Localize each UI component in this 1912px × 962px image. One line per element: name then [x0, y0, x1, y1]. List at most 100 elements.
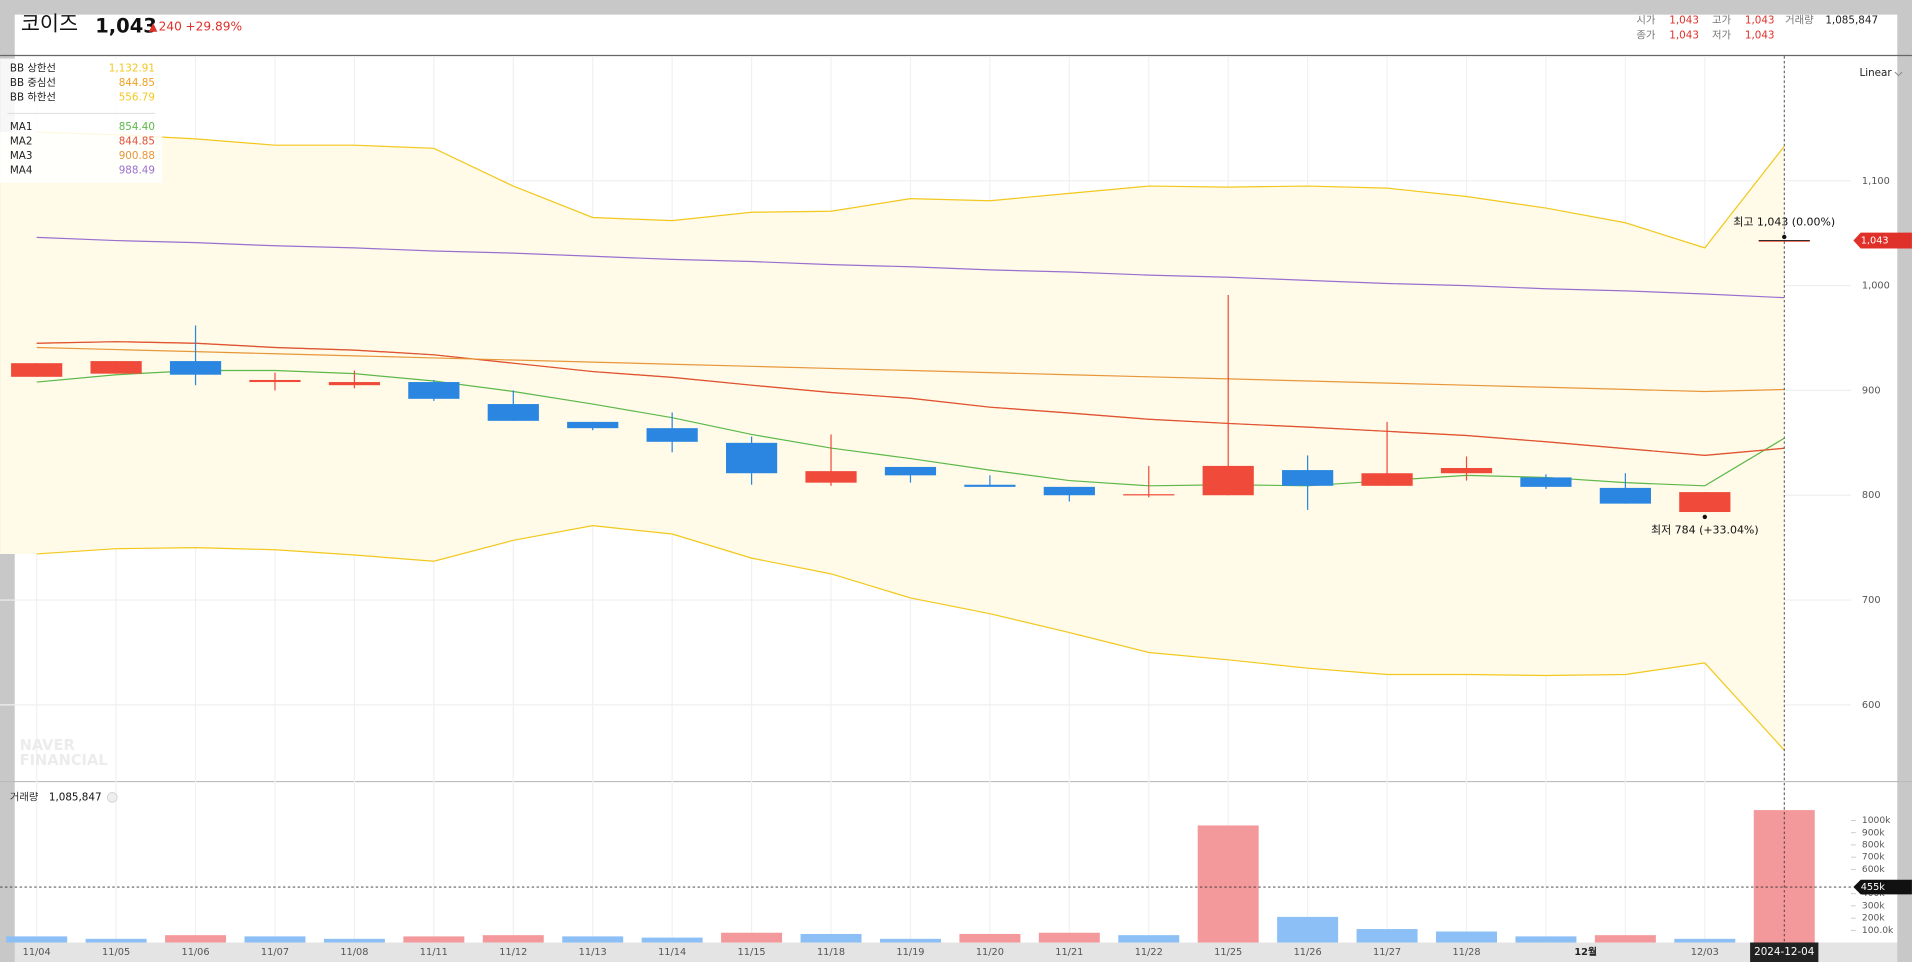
- volume-bar: [244, 936, 306, 943]
- volume-bar: [800, 933, 862, 943]
- volume-bar: [1594, 935, 1656, 943]
- candle-body: [1679, 492, 1731, 513]
- legend-label: BB 상한선: [10, 62, 56, 74]
- candle-body: [328, 382, 381, 386]
- candle-body: [805, 471, 857, 483]
- cursor-date-label: 2024-12-04: [1754, 946, 1815, 958]
- stat-value: 1,085,847: [1825, 15, 1878, 27]
- price-change-pct: +29.89%: [185, 19, 242, 33]
- up-arrow: [148, 23, 158, 32]
- x-tick-label: 12월: [1574, 946, 1597, 958]
- candle-body: [646, 428, 698, 442]
- y-tick-label: 700: [1862, 595, 1881, 606]
- x-tick-label: 11/08: [340, 947, 368, 958]
- candle-body: [1202, 465, 1254, 496]
- legend-label: MA1: [10, 121, 33, 133]
- legend-label: BB 중심선: [10, 77, 56, 89]
- legend-label: BB 하한선: [10, 91, 56, 104]
- crosshair-value-tag: [1853, 879, 1912, 895]
- y-tick-label: 600: [1862, 700, 1881, 711]
- x-tick-label: 11/15: [738, 947, 766, 958]
- candle-body: [90, 361, 142, 374]
- header-stats: 시가 1,043 고가 1,043 거래량 1,085,847 종가 1,043 저가 1,043: [1636, 15, 1878, 42]
- overlay: 6007008009001,0001,100100.0k200k300k400k…: [0, 56, 1912, 962]
- low-marker: [1702, 514, 1708, 520]
- volume-bar: [403, 936, 465, 943]
- volume-bar: [1515, 936, 1577, 943]
- candle-body: [487, 404, 539, 421]
- volume-bar: [165, 935, 227, 943]
- candle-body: [408, 382, 460, 399]
- indicator-line: [36, 525, 1785, 751]
- volume-tick-label: 600k: [1862, 865, 1885, 875]
- volume-total: 1,085,847: [49, 791, 102, 803]
- candle-body: [1123, 494, 1175, 496]
- stat-value: 1,043: [1669, 15, 1699, 27]
- y-tick-label: 900: [1862, 385, 1881, 396]
- volume-title: 거래량: [10, 791, 39, 803]
- legend-label: MA3: [10, 150, 33, 162]
- stat-value: 1,043: [1745, 29, 1775, 41]
- candle-body: [725, 442, 778, 474]
- volume-bar: [1118, 935, 1180, 943]
- stat-value: 1,043: [1669, 29, 1699, 41]
- volume-bar: [641, 937, 703, 943]
- volume-bar: [6, 936, 68, 943]
- price-change: 240: [159, 19, 182, 33]
- bollinger-fill: [0, 132, 1785, 751]
- volume-bar: [879, 938, 941, 943]
- volume-bar: [562, 936, 624, 943]
- volume-tick-label: 700k: [1862, 853, 1885, 863]
- crosshair-value-label: 455k: [1861, 882, 1886, 893]
- volume-tick-label: 900k: [1862, 828, 1885, 838]
- legend-value: 900.88: [119, 150, 155, 162]
- candle-body: [1599, 487, 1651, 504]
- x-tick-label: 11/21: [1055, 947, 1083, 958]
- volume-tick-label: 100.0k: [1862, 926, 1894, 936]
- volume-bar: [1356, 929, 1418, 943]
- candle-body: [11, 363, 63, 377]
- x-tick-label: 11/11: [420, 947, 448, 958]
- x-tick-label: 11/13: [579, 947, 607, 958]
- volume-bar: [85, 938, 147, 943]
- stat-label: 고가: [1712, 15, 1732, 27]
- scale-chevron[interactable]: [1894, 71, 1903, 77]
- volume-bar: [721, 932, 783, 943]
- candle-body: [884, 466, 937, 476]
- x-tick-label: 11/14: [658, 947, 686, 958]
- candle-body: [567, 421, 619, 429]
- low-annotation: 최저 784 (+33.04%): [1651, 523, 1759, 536]
- volume-tick-label: 300k: [1862, 901, 1885, 911]
- candle-body: [1520, 477, 1572, 487]
- x-tick-label: 11/04: [23, 947, 51, 958]
- volume-tick-label: 800k: [1862, 840, 1885, 850]
- indicator-line: [36, 341, 1785, 457]
- legend-label: MA2: [10, 135, 33, 147]
- x-tick-label: 11/27: [1373, 947, 1401, 958]
- legend-value: 844.85: [119, 77, 155, 89]
- volume-bar: [959, 933, 1021, 943]
- x-tick-label: 11/20: [976, 947, 1004, 958]
- y-tick-label: 1,000: [1862, 281, 1890, 292]
- legend-value: 988.49: [119, 165, 155, 177]
- volume-bar: [1038, 932, 1100, 943]
- x-tick-label: 11/12: [499, 947, 527, 958]
- candle-body: [1758, 240, 1810, 242]
- bollinger-band: [0, 132, 1785, 751]
- scale-selector[interactable]: Linear: [1859, 67, 1892, 79]
- cursor-date-box: [1750, 942, 1819, 962]
- volume-close-button[interactable]: [107, 792, 118, 803]
- x-tick-label: 11/05: [102, 947, 130, 958]
- watermark: FINANCIAL: [20, 752, 108, 769]
- x-tick-label: 12/03: [1691, 947, 1719, 958]
- stat-value: 1,043: [1745, 15, 1775, 27]
- volume-bar: [1674, 938, 1736, 943]
- stat-label: 시가: [1636, 15, 1656, 27]
- candle-body: [1361, 473, 1413, 486]
- candle-body: [964, 484, 1016, 487]
- x-tick-label: 11/18: [817, 947, 845, 958]
- candle-body: [1043, 486, 1095, 496]
- x-tick-label: 11/07: [261, 947, 289, 958]
